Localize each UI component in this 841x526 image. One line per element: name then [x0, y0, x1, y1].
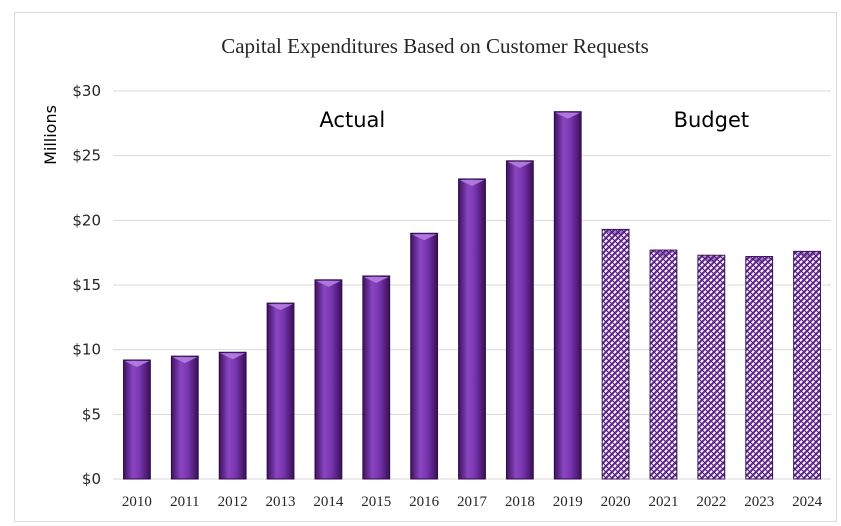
- y-axis-title: Millions: [41, 105, 60, 165]
- x-tick-label: 2019: [553, 494, 583, 510]
- y-tick-label: $10: [72, 341, 101, 359]
- bar-bevel: [794, 252, 820, 259]
- bar-bevel: [172, 357, 198, 364]
- chart-svg: Capital Expenditures Based on Customer R…: [41, 34, 831, 510]
- segment-label: Actual: [319, 108, 385, 132]
- bar-bevel: [124, 361, 150, 368]
- bar-2014: [314, 279, 343, 480]
- x-tick-label: 2023: [744, 494, 774, 510]
- segment-annotations: Actual Budget: [319, 108, 749, 132]
- bar-2017: [458, 178, 486, 480]
- bar-bevel: [651, 251, 676, 258]
- x-tick-label: 2024: [792, 494, 823, 510]
- bar-bevel: [411, 234, 437, 241]
- bar-2019: [553, 111, 582, 480]
- x-tick-label: 2010: [122, 494, 152, 510]
- bar-bevel: [507, 161, 533, 168]
- bar-2022: [697, 254, 726, 480]
- bar-bevel: [746, 257, 772, 264]
- bar-body: [362, 275, 391, 480]
- x-tick-labels: 2010 2011 2012 2013 2014 2015 2016 2017 2018 2019…: [122, 494, 823, 510]
- x-tick-label: 2011: [170, 494, 199, 510]
- bar-bevel: [603, 230, 629, 237]
- x-tick-label: 2018: [505, 494, 535, 510]
- bar-2012: [218, 351, 247, 480]
- bar-bevel: [698, 256, 724, 263]
- x-tick-label: 2022: [696, 494, 726, 510]
- bar-body: [601, 228, 630, 480]
- bar-body: [410, 232, 439, 480]
- x-tick-label: 2021: [648, 494, 678, 510]
- bar-bevel: [268, 304, 293, 311]
- y-tick-label: $30: [72, 82, 101, 100]
- bar-body: [649, 249, 678, 480]
- x-tick-label: 2017: [457, 494, 488, 510]
- x-tick-label: 2015: [361, 494, 391, 510]
- bar-body: [553, 111, 582, 480]
- bar-body: [697, 254, 726, 480]
- x-tick-label: 2014: [313, 494, 344, 510]
- bar-body: [793, 250, 821, 480]
- y-tick-label: $15: [72, 276, 101, 294]
- bar-bevel: [220, 353, 246, 360]
- bar-2023: [745, 256, 774, 480]
- bar-body: [170, 355, 199, 480]
- bar-2011: [170, 355, 199, 480]
- x-tick-label: 2020: [601, 494, 631, 510]
- bar-body: [123, 359, 151, 480]
- bar-bevel: [363, 276, 389, 283]
- y-tick-label: $25: [72, 147, 101, 165]
- bar-2015: [362, 275, 391, 480]
- bar-bevel: [315, 280, 341, 287]
- chart-frame: Capital Expenditures Based on Customer R…: [14, 12, 837, 522]
- y-tick-label: $20: [72, 211, 101, 229]
- bar-body: [218, 351, 247, 480]
- x-tick-label: 2013: [266, 494, 296, 510]
- bar-2013: [266, 302, 295, 480]
- bar-2021: [649, 249, 678, 480]
- y-tick-labels: $0 $5 $10 $15 $20 $25 $30: [72, 82, 101, 488]
- y-tick-label: $5: [82, 405, 101, 423]
- bar-body: [745, 256, 774, 480]
- bars: [123, 111, 821, 480]
- bar-2016: [410, 232, 439, 480]
- bar-2020: [601, 228, 630, 480]
- segment-label: Budget: [674, 108, 750, 132]
- bar-2010: [123, 359, 151, 480]
- chart-title: Capital Expenditures Based on Customer R…: [221, 34, 649, 58]
- bar-body: [314, 279, 343, 480]
- bar-2024: [793, 250, 821, 480]
- bar-body: [458, 178, 486, 480]
- bar-bevel: [459, 179, 485, 186]
- bar-2018: [505, 160, 534, 480]
- y-tick-label: $0: [82, 470, 101, 488]
- x-tick-label: 2012: [218, 494, 248, 510]
- bar-bevel: [555, 112, 581, 119]
- x-tick-label: 2016: [409, 494, 440, 510]
- bar-body: [266, 302, 295, 480]
- bar-body: [505, 160, 534, 480]
